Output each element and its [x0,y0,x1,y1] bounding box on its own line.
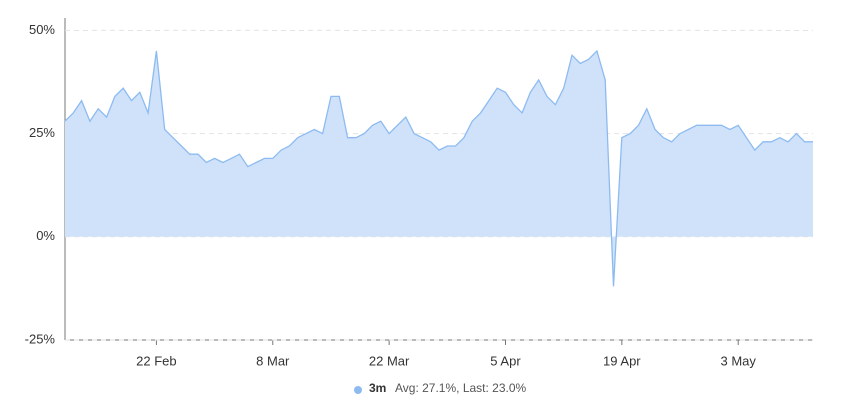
x-tick-label: 3 May [720,353,756,368]
y-tick-label: 50% [29,22,55,37]
y-tick-label: -25% [25,331,56,346]
x-tick-label: 22 Feb [136,353,176,368]
legend: 3m Avg: 27.1%, Last: 23.0% [354,381,527,395]
x-tick-label: 5 Apr [490,353,521,368]
legend-label: 3m [369,381,386,395]
legend-marker [354,386,362,394]
legend-note: Avg: 27.1%, Last: 23.0% [395,381,527,395]
y-tick-label: 0% [36,228,55,243]
x-tick-label: 8 Mar [256,353,290,368]
series-area [65,51,813,287]
series-line [64,49,813,287]
y-tick-label: 25% [29,125,55,140]
x-tick-label: 22 Mar [369,353,410,368]
x-tick-label: 19 Apr [603,353,641,368]
